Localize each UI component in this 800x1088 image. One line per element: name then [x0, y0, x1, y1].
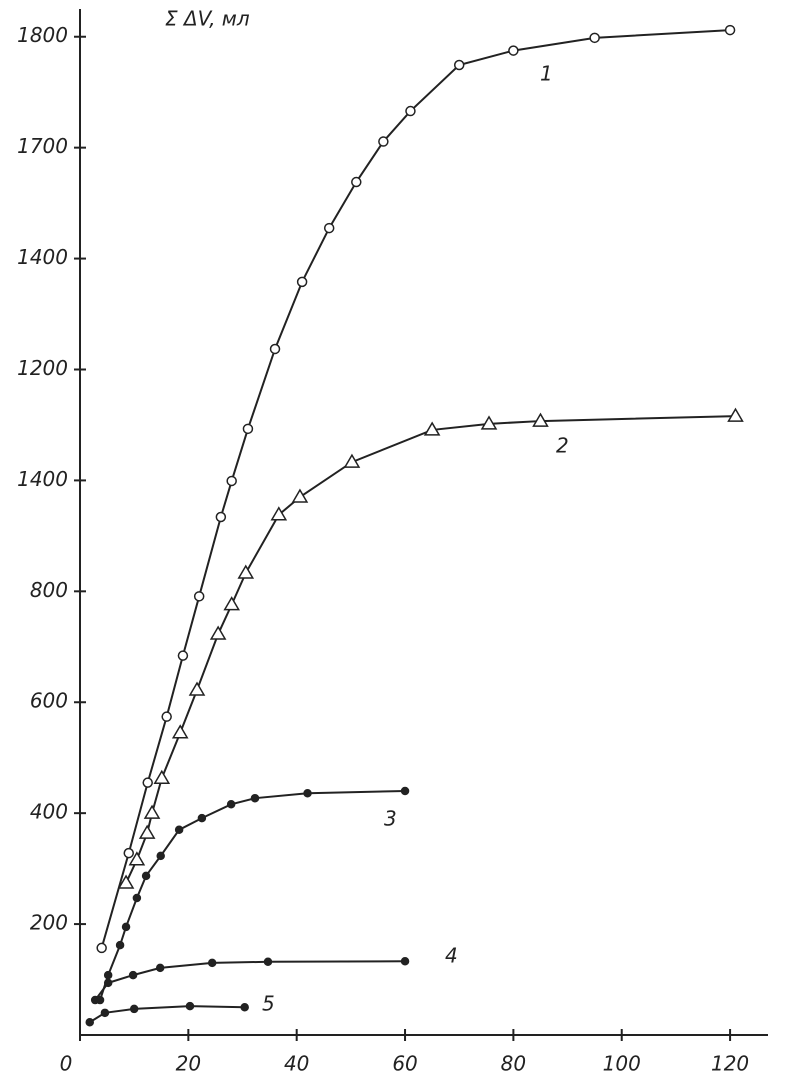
marker: [405, 105, 416, 117]
marker: [143, 804, 161, 819]
marker: [480, 415, 498, 430]
marker: [188, 681, 206, 696]
marker: [177, 650, 189, 661]
series-line: [100, 29, 731, 949]
marker: [193, 591, 205, 602]
series-line: [125, 415, 736, 884]
marker: [242, 423, 254, 435]
series-line: [99, 789, 406, 1001]
marker: [123, 847, 135, 859]
marker: [155, 963, 165, 973]
marker: [296, 276, 308, 288]
x-tick-label: 0: [60, 1052, 73, 1076]
series-label: 5: [262, 992, 275, 1016]
x-tick-label: 40: [284, 1052, 309, 1076]
marker: [207, 958, 217, 968]
y-tick-label: 1400: [17, 245, 68, 269]
marker: [323, 222, 335, 234]
marker: [270, 506, 288, 521]
marker: [185, 1001, 195, 1011]
x-tick-label: 80: [501, 1052, 526, 1076]
y-tick-label: 400: [30, 800, 68, 824]
marker: [90, 995, 100, 1005]
marker: [141, 871, 151, 881]
marker: [121, 922, 131, 932]
marker: [724, 24, 736, 36]
marker: [161, 711, 172, 722]
marker: [215, 511, 227, 523]
marker: [343, 453, 361, 468]
marker: [138, 824, 156, 839]
marker: [453, 59, 465, 71]
marker: [153, 769, 171, 784]
marker: [303, 788, 312, 798]
marker: [174, 825, 184, 835]
x-tick-label: 60: [392, 1052, 417, 1076]
marker: [532, 412, 549, 427]
marker: [237, 564, 255, 579]
y-axis-title: Σ ΔV, мл: [165, 7, 250, 31]
marker: [589, 32, 600, 44]
marker: [240, 1003, 249, 1012]
marker: [400, 786, 410, 796]
marker: [226, 800, 236, 809]
series-label: 4: [445, 944, 458, 968]
marker: [400, 956, 410, 966]
marker: [223, 596, 240, 611]
series-line: [94, 960, 406, 1001]
marker: [727, 407, 744, 422]
series-line: [89, 1005, 245, 1024]
series-label: 2: [556, 434, 569, 458]
marker: [85, 1017, 95, 1027]
marker: [103, 970, 113, 980]
y-tick-label: 800: [30, 578, 68, 602]
y-tick-label: 1800: [17, 23, 68, 47]
x-tick-label: 20: [176, 1052, 201, 1076]
marker: [142, 777, 153, 788]
marker: [117, 874, 135, 889]
marker: [128, 970, 138, 980]
marker: [378, 136, 389, 147]
series-label: 3: [384, 807, 397, 831]
marker: [156, 851, 165, 861]
marker: [351, 176, 362, 188]
x-tick-label: 120: [711, 1052, 749, 1076]
marker: [96, 942, 107, 954]
marker: [250, 793, 260, 803]
marker: [508, 45, 519, 56]
marker: [423, 421, 441, 436]
x-tick-label: 100: [603, 1052, 641, 1076]
marker: [263, 957, 273, 967]
marker: [132, 893, 142, 903]
marker: [129, 1004, 139, 1014]
marker: [291, 488, 309, 503]
marker: [115, 940, 125, 950]
marker: [171, 724, 189, 739]
marker: [128, 851, 146, 866]
y-tick-label: 200: [30, 911, 68, 935]
marker: [209, 625, 227, 640]
y-tick-label: 1400: [17, 467, 68, 491]
series-label: 1: [540, 62, 553, 86]
marker: [100, 1008, 110, 1018]
y-tick-label: 600: [30, 689, 68, 713]
marker: [103, 978, 113, 988]
y-tick-label: 1200: [17, 356, 68, 380]
y-tick-label: 1700: [17, 134, 68, 158]
marker: [226, 475, 237, 487]
marker: [197, 813, 207, 823]
marker: [269, 343, 281, 355]
